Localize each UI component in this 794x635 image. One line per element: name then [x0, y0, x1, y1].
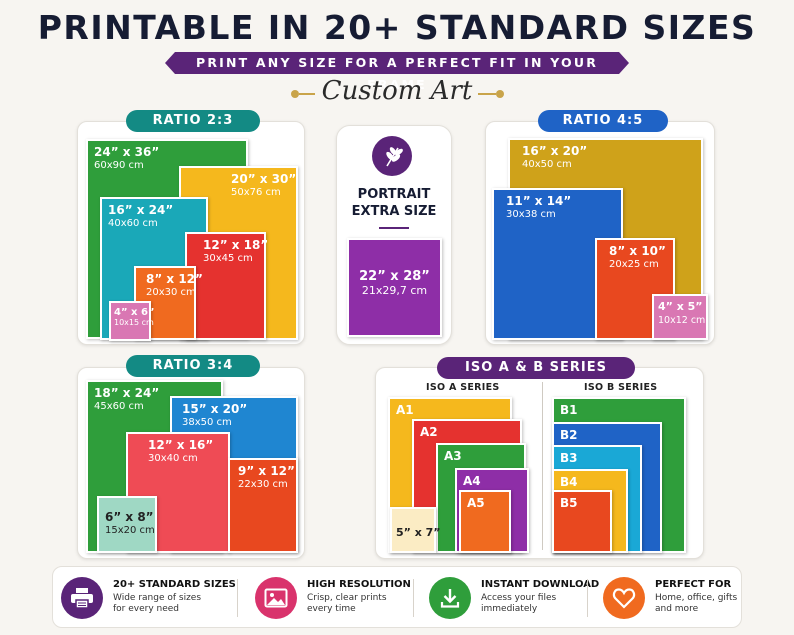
cm-label: 60x90 cm: [94, 160, 144, 171]
portrait-title-line1: PORTRAIT: [357, 187, 431, 202]
size-label: 24” x 36”: [94, 145, 160, 159]
iso-label: B3: [560, 451, 578, 465]
iso-box-5x7: 5” x 7”: [390, 507, 441, 553]
cm-label: 10x15 cm: [114, 318, 154, 327]
feature-title: PERFECT FOR: [655, 579, 732, 590]
iso-box-a5: A5: [459, 490, 511, 553]
cm-label: 30x45 cm: [203, 253, 253, 264]
iso-divider: [542, 382, 543, 550]
cm-label: 22x30 cm: [238, 479, 288, 490]
size-label: 12” x 16”: [148, 438, 214, 452]
portrait-title-line2: EXTRA SIZE: [351, 204, 437, 219]
size-label: 8” x 10”: [609, 244, 666, 258]
size-label: 16” x 20”: [522, 144, 588, 158]
ratio-2-3-title: RATIO 2:3: [126, 110, 260, 132]
cm-label: 50x76 cm: [231, 187, 281, 198]
iso-label: A5: [467, 496, 485, 510]
size-box: 6” x 8” 15x20 cm: [97, 496, 157, 553]
feature-desc: Home, office, gifts and more: [655, 593, 738, 614]
iso-label: B1: [560, 403, 578, 417]
features-bar: 20+ STANDARD SIZES Wide range of sizes f…: [52, 566, 742, 628]
cm-label: 30x38 cm: [506, 209, 556, 220]
leaf-icon: [372, 136, 412, 176]
printer-icon: [61, 577, 103, 619]
ratio-3-4-title: RATIO 3:4: [126, 355, 260, 377]
iso-title: ISO A & B SERIES: [437, 357, 635, 379]
gold-dot-left: [291, 90, 299, 98]
cm-label: 38x50 cm: [182, 417, 232, 428]
feature-title: INSTANT DOWNLOAD: [481, 579, 600, 590]
size-label: 4” x 5”: [658, 300, 703, 313]
size-label: 6” x 8”: [105, 510, 154, 524]
size-label: 16” x 24”: [108, 203, 174, 217]
gold-dot-right: [496, 90, 504, 98]
size-label: 22” x 28”: [359, 269, 430, 284]
iso-a-title: ISO A SERIES: [426, 382, 500, 393]
cm-label: 15x20 cm: [105, 525, 155, 536]
brand-signature: Custom Art: [321, 76, 473, 106]
cm-label: 20x25 cm: [609, 259, 659, 270]
divider: [379, 227, 409, 229]
size-box: 4” x 5” 10x12 cm: [652, 294, 708, 340]
iso-label: A2: [420, 425, 438, 439]
iso-label: A3: [444, 449, 462, 463]
cm-label: 45x60 cm: [94, 401, 144, 412]
iso-label: 5” x 7”: [396, 526, 441, 539]
size-label: 20” x 30”: [231, 172, 297, 186]
gold-line-left: [299, 93, 315, 95]
feature-sizes: 20+ STANDARD SIZES Wide range of sizes f…: [61, 573, 236, 623]
iso-b-title: ISO B SERIES: [584, 382, 658, 393]
feature-separator: [237, 579, 238, 617]
size-box: 12” x 18” 30x45 cm: [185, 232, 269, 340]
subtitle-ribbon: PRINT ANY SIZE FOR A PERFECT FIT IN YOUR…: [165, 52, 629, 92]
download-icon: [429, 577, 471, 619]
feature-desc: Crisp, clear prints every time: [307, 593, 387, 614]
iso-label: B5: [560, 496, 578, 510]
size-box: 4” x 6” 10x15 cm: [109, 301, 155, 341]
feature-title: 20+ STANDARD SIZES: [113, 579, 236, 590]
cm-label: 21x29,7 cm: [361, 284, 428, 297]
feature-download: INSTANT DOWNLOAD Access your files immed…: [429, 573, 599, 623]
cm-label: 40x50 cm: [522, 159, 572, 170]
size-label: 11” x 14”: [506, 194, 572, 208]
feature-separator: [587, 579, 588, 617]
image-icon: [255, 577, 297, 619]
feature-separator: [413, 579, 414, 617]
feature-resolution: HIGH RESOLUTION Crisp, clear prints ever…: [255, 573, 415, 623]
size-label: 4” x 6”: [114, 307, 155, 318]
cm-label: 30x40 cm: [148, 453, 198, 464]
iso-label: A4: [463, 474, 481, 488]
iso-label: B2: [560, 428, 578, 442]
cm-label: 10x12 cm: [658, 315, 706, 326]
feature-desc: Access your files immediately: [481, 593, 557, 614]
page-title: PRINTABLE IN 20+ STANDARD SIZES: [37, 8, 757, 47]
cm-label: 20x30 cm: [146, 287, 196, 298]
ratio-4-5-title: RATIO 4:5: [538, 110, 668, 132]
size-label: 18” x 24”: [94, 386, 160, 400]
gold-line-right: [478, 93, 496, 95]
feature-desc: Wide range of sizes for every need: [113, 593, 202, 614]
size-box: 22” x 28” 21x29,7 cm: [347, 238, 442, 337]
feature-title: HIGH RESOLUTION: [307, 579, 411, 590]
size-label: 8” x 12”: [146, 272, 203, 286]
heart-icon: [603, 577, 645, 619]
size-label: 15” x 20”: [182, 402, 248, 416]
iso-label: A1: [396, 403, 414, 417]
iso-box-b5: B5: [552, 490, 612, 553]
iso-label: B4: [560, 475, 578, 489]
size-box: 9” x 12” 22x30 cm: [228, 458, 298, 553]
size-label: 12” x 18”: [203, 238, 269, 252]
size-label: 9” x 12”: [238, 464, 295, 478]
feature-perfect-for: PERFECT FOR Home, office, gifts and more: [603, 573, 739, 623]
cm-label: 40x60 cm: [108, 218, 158, 229]
